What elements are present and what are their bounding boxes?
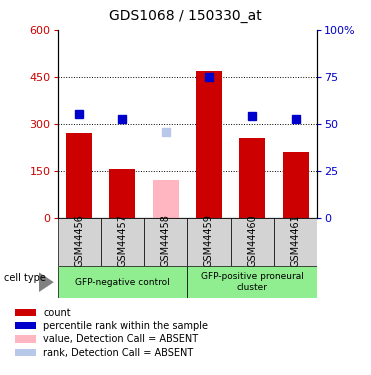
Bar [274,217,317,266]
Text: GSM44458: GSM44458 [161,214,171,267]
Bar [14,322,36,330]
Bar [283,152,309,217]
Bar [239,138,265,218]
Text: GSM44461: GSM44461 [290,214,301,267]
Bar [231,217,274,266]
Bar [101,217,144,266]
Text: GFP-negative control: GFP-negative control [75,278,170,287]
Text: cell type: cell type [4,273,46,284]
Bar [14,349,36,357]
Bar [66,133,92,218]
Bar [153,180,179,218]
Text: rank, Detection Call = ABSENT: rank, Detection Call = ABSENT [43,348,193,358]
Bar [58,266,187,298]
Bar [187,217,231,266]
Text: value, Detection Call = ABSENT: value, Detection Call = ABSENT [43,334,198,344]
Text: GSM44456: GSM44456 [74,214,84,267]
Bar [14,336,36,343]
Bar [109,169,135,217]
Text: GSM44459: GSM44459 [204,214,214,267]
Text: GSM44457: GSM44457 [118,214,127,267]
Bar [144,217,187,266]
Bar [187,266,317,298]
Text: GFP-positive proneural
cluster: GFP-positive proneural cluster [201,273,304,292]
Text: count: count [43,308,70,318]
Text: GSM44460: GSM44460 [247,214,257,267]
Polygon shape [39,272,54,292]
Text: percentile rank within the sample: percentile rank within the sample [43,321,208,331]
Bar [58,217,101,266]
Bar [196,70,222,217]
Text: GDS1068 / 150330_at: GDS1068 / 150330_at [109,9,262,23]
Bar [14,309,36,316]
